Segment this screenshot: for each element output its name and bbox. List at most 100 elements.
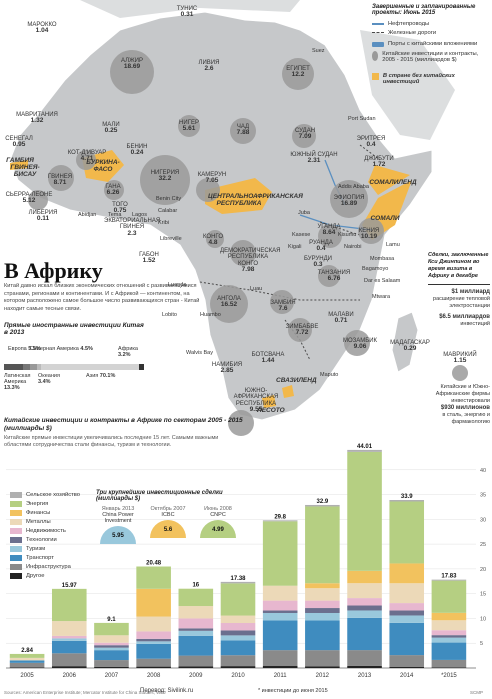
city-kasese: Kasese xyxy=(292,232,311,238)
x-tick-label: 2013 xyxy=(358,673,372,679)
label-tunisia: ТУНИС 0.31 xyxy=(176,6,198,19)
bar-segment xyxy=(136,658,171,667)
label-car: ЦЕНТРАЛЬНОАФРИКАНСКАЯ РЕСПУБЛИКА xyxy=(208,193,303,207)
bar-segment xyxy=(220,640,256,656)
city-suez: Suez xyxy=(312,48,325,54)
footer-asterisk: * инвестиции до июня 2015 xyxy=(258,688,328,694)
bar-segment xyxy=(305,506,340,584)
city-huambo: Huambo xyxy=(200,312,221,318)
bar-segment xyxy=(347,650,382,666)
bubble-chad xyxy=(230,118,256,144)
fdi-heading: Прямые иностранные инвестиции Китая в 20… xyxy=(4,322,144,336)
label-mauritius: МАВРИКИЙ 1.15 xyxy=(443,352,477,365)
bar-segment xyxy=(178,618,214,629)
lesotho-shape xyxy=(262,395,276,408)
bar-segment xyxy=(220,581,256,584)
label-algeria: АЛЖИР 18.69 xyxy=(121,58,143,71)
y-tick-label: 20 xyxy=(480,567,486,573)
city-luau: Luau xyxy=(250,286,263,292)
label-somaliland: СОМАЛИЛЕНД xyxy=(369,179,417,186)
bar-segment xyxy=(431,637,467,643)
bar-segment xyxy=(431,580,467,613)
fdi-bar xyxy=(4,364,144,370)
label-kenya: КЕНИЯ 10.19 xyxy=(358,228,380,241)
y-tick-label: 40 xyxy=(480,468,486,474)
legend-swatch xyxy=(10,563,22,570)
africa-map: ТУНИС 0.31 МАРОККО 1.04 АЛЖИР 18.69 ЛИВИЯ 2.… xyxy=(5,0,490,436)
x-tick-label: 2014 xyxy=(400,673,414,679)
bar-segment xyxy=(347,583,382,599)
label-burundi: БУРУНДИ 0.3 xyxy=(303,256,332,269)
bar-total-label: 2.84 xyxy=(21,648,33,654)
x-tick-label: 2009 xyxy=(189,673,203,679)
fdi-latam-label: Латинская Америка 13.3% xyxy=(4,373,31,391)
label-uganda: УГАНДА 8.64 xyxy=(317,224,341,237)
city-mtwara: Mtwara xyxy=(372,294,391,300)
bar-segment xyxy=(220,615,256,624)
y-tick-label: 10 xyxy=(480,616,486,622)
bar-segment xyxy=(220,666,256,668)
label-burkina: БУРКИНА-ФАСО xyxy=(86,159,120,173)
bar-segment xyxy=(136,666,171,668)
fdi-na-label: Северная Америка 4.5% xyxy=(30,346,93,352)
car-shape xyxy=(205,178,272,214)
bar-segment xyxy=(51,653,87,667)
bar-segment xyxy=(9,657,45,661)
city-mombasa: Mombasa xyxy=(370,256,395,262)
bar-segment xyxy=(431,612,467,621)
xi-deal-2-text: инвестиций xyxy=(460,321,490,328)
bar-segment xyxy=(178,606,214,619)
bar-segment xyxy=(262,666,298,668)
city-calabar: Calabar xyxy=(158,208,178,214)
bubble-algeria xyxy=(110,50,154,94)
city-addis: Addis Ababa xyxy=(338,184,369,190)
bar-segment xyxy=(431,635,467,638)
label-botswana: БОТСВАНА 1.44 xyxy=(251,352,285,365)
bar-segment xyxy=(347,605,382,611)
bar-segment xyxy=(431,630,467,636)
label-madagascar: МАДАГАСКАР 0.29 xyxy=(390,340,430,353)
bar-segment xyxy=(389,500,425,502)
city-bagamoyo: Bagamoyo xyxy=(362,266,389,272)
legend-investments: Китайские инвестиции и контракты, 2005 -… xyxy=(372,51,490,73)
xi-deal-1-text: расширение тепловой электростанции xyxy=(433,296,490,309)
xi-deals-note: Сделки, заключенные Кси Джинпином во вре… xyxy=(428,252,490,328)
bar-segment xyxy=(178,588,214,607)
map-legend: Завершенные и запланированные проекты: И… xyxy=(372,4,490,87)
bubble-sa xyxy=(228,410,254,436)
swaziland-shape xyxy=(282,385,294,398)
chart-legend-item: Инфраструктура xyxy=(10,562,100,571)
fdi-seg-na xyxy=(30,364,37,370)
x-tick-label: 2008 xyxy=(147,673,161,679)
bar-segment xyxy=(136,643,171,659)
label-malawi: МАЛАВИ 0.71 xyxy=(328,312,354,325)
bar-segment xyxy=(431,642,467,660)
legend-label: Сельское хозяйство xyxy=(26,491,80,498)
bar-segment xyxy=(347,598,382,606)
legend-label: Туризм xyxy=(26,545,46,552)
y-tick-label: 25 xyxy=(480,542,486,548)
city-kribi: Kribi xyxy=(158,220,170,226)
top-deals: Три крупнейшие инвестиционные сделки (ми… xyxy=(96,490,246,544)
chart-heading: Китайские инвестиции и контракты в Африк… xyxy=(4,417,244,450)
bar-total-label: 17.38 xyxy=(230,576,246,582)
label-cotedivoire: КОТ-Д'ИВУАР 4.71 xyxy=(67,150,107,163)
label-chad: ЧАД 7.88 xyxy=(236,124,250,137)
fdi-europe-label: Европа 5.5% xyxy=(8,346,41,352)
label-ghana: ГАНА 6.26 xyxy=(105,184,121,197)
label-mozambique: МОЗАМБИК 9.06 xyxy=(342,338,378,351)
bar-segment xyxy=(9,662,45,668)
bar-segment xyxy=(220,635,256,641)
bar-total-label: 20.48 xyxy=(146,561,162,567)
fdi-seg-africa xyxy=(139,364,144,370)
label-eq-guinea: ЭКВАТОРИАЛЬНАЯ ГВИНЕЯ 2.3 xyxy=(104,218,161,237)
bar-segment xyxy=(178,628,214,631)
bar-segment xyxy=(389,563,425,584)
chart-legend-item: Сельское хозяйство xyxy=(10,490,100,499)
footer-sources: Sources: American Enterprise Institute; … xyxy=(4,690,166,695)
bar-segment xyxy=(94,642,129,646)
bar-segment xyxy=(220,623,256,631)
city-walvis: Walvis Bay xyxy=(186,350,213,356)
chart-legend-item: Металлы xyxy=(10,517,100,526)
bar-segment xyxy=(51,640,87,654)
